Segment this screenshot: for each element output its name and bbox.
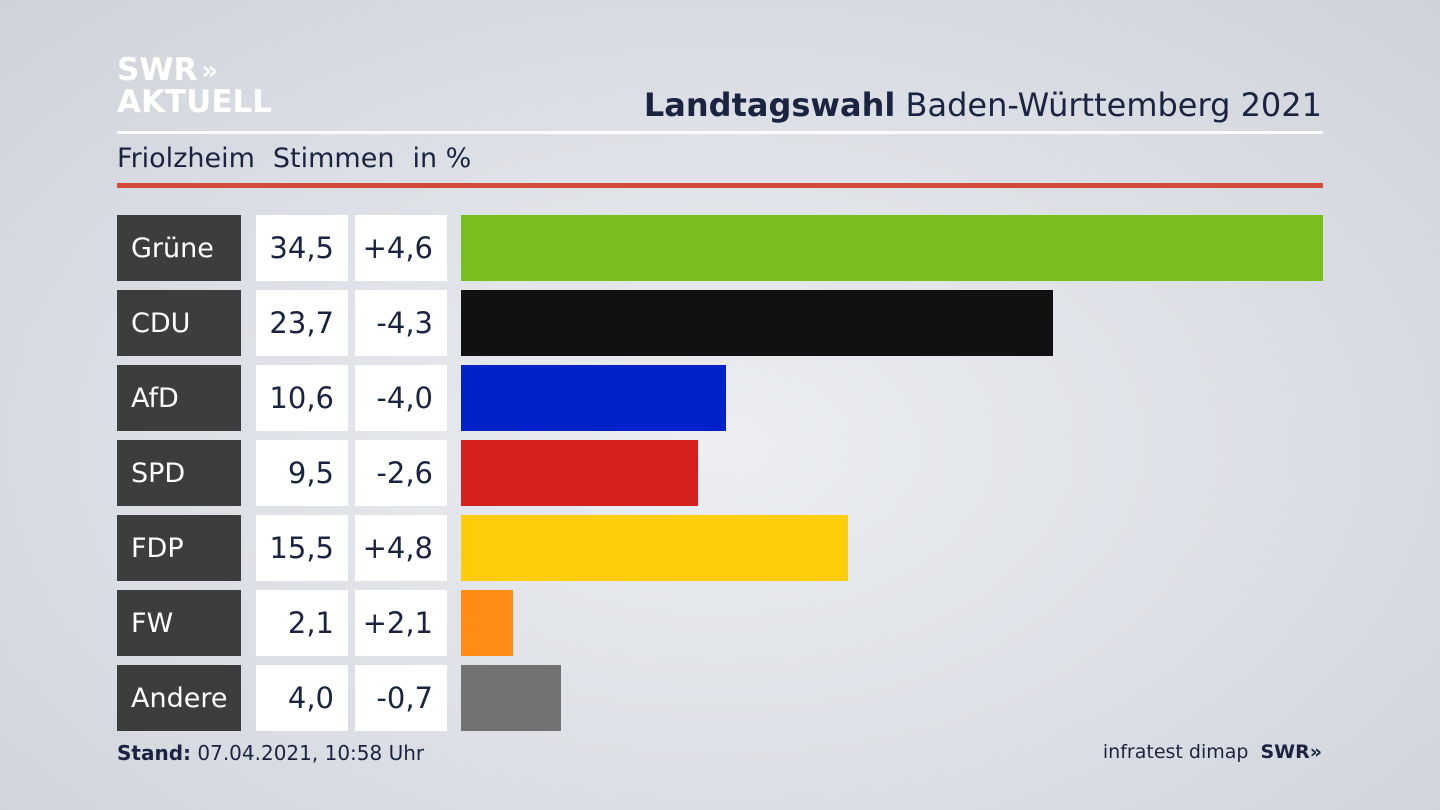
vote-share-bar bbox=[461, 440, 698, 506]
vote-share-bar bbox=[461, 590, 513, 656]
vote-change-value: -4,0 bbox=[355, 365, 447, 431]
result-row: SPD 9,5 -2,6 bbox=[117, 440, 1323, 506]
source-credit: infratest dimap SWR» bbox=[1103, 741, 1322, 763]
vote-share-value: 34,5 bbox=[256, 215, 348, 281]
logo-arrows-icon: » bbox=[201, 55, 218, 86]
result-row: Andere 4,0 -0,7 bbox=[117, 665, 1323, 731]
vote-share-value: 23,7 bbox=[256, 290, 348, 356]
vote-share-value: 2,1 bbox=[256, 590, 348, 656]
chart-subtitle: Friolzheim Stimmen in % bbox=[117, 143, 489, 174]
party-label: Andere bbox=[117, 665, 241, 731]
vote-share-value: 4,0 bbox=[256, 665, 348, 731]
vote-share-value: 15,5 bbox=[256, 515, 348, 581]
party-label: AfD bbox=[117, 365, 241, 431]
vote-share-value: 10,6 bbox=[256, 365, 348, 431]
source-name: infratest dimap bbox=[1102, 741, 1249, 763]
title-bold: Landtagswahl bbox=[643, 86, 896, 124]
party-label: SPD bbox=[117, 440, 241, 506]
vote-change-value: +4,8 bbox=[355, 515, 447, 581]
vote-share-bar bbox=[461, 665, 561, 731]
result-row: Grüne 34,5 +4,6 bbox=[117, 215, 1323, 281]
swr-brand-icon: SWR» bbox=[1260, 741, 1322, 763]
vote-share-bar bbox=[461, 290, 1053, 356]
vote-change-value: +2,1 bbox=[355, 590, 447, 656]
logo-aktuell-text: AKTUELL bbox=[117, 84, 273, 120]
vote-change-value: -4,3 bbox=[355, 290, 447, 356]
subtitle-divider bbox=[117, 183, 1323, 188]
vote-change-value: -0,7 bbox=[355, 665, 447, 731]
header-divider bbox=[117, 131, 1323, 134]
result-row: AfD 10,6 -4,0 bbox=[117, 365, 1323, 431]
party-label: FDP bbox=[117, 515, 241, 581]
subtitle-unit: in % bbox=[412, 143, 472, 174]
party-label: FW bbox=[117, 590, 241, 656]
logo-swr-text: SWR bbox=[117, 52, 198, 88]
vote-share-value: 9,5 bbox=[256, 440, 348, 506]
timestamp-label: Stand: bbox=[117, 741, 192, 765]
timestamp-value: 07.04.2021, 10:58 Uhr bbox=[191, 741, 425, 765]
title-rest: Baden-Württemberg 2021 bbox=[895, 86, 1323, 124]
timestamp: Stand: 07.04.2021, 10:58 Uhr bbox=[117, 741, 424, 765]
subtitle-place: Friolzheim bbox=[117, 143, 255, 174]
result-row: CDU 23,7 -4,3 bbox=[117, 290, 1323, 356]
result-row: FW 2,1 +2,1 bbox=[117, 590, 1323, 656]
swr-aktuell-logo: SWR» AKTUELL bbox=[117, 55, 272, 118]
vote-share-bar bbox=[461, 215, 1323, 281]
party-label: CDU bbox=[117, 290, 241, 356]
vote-change-value: +4,6 bbox=[355, 215, 447, 281]
vote-share-bar bbox=[461, 515, 848, 581]
vote-share-bar bbox=[461, 365, 726, 431]
result-row: FDP 15,5 +4,8 bbox=[117, 515, 1323, 581]
party-label: Grüne bbox=[117, 215, 241, 281]
page-title: Landtagswahl Baden-Württemberg 2021 bbox=[644, 86, 1322, 124]
subtitle-measure: Stimmen bbox=[272, 143, 395, 174]
vote-change-value: -2,6 bbox=[355, 440, 447, 506]
